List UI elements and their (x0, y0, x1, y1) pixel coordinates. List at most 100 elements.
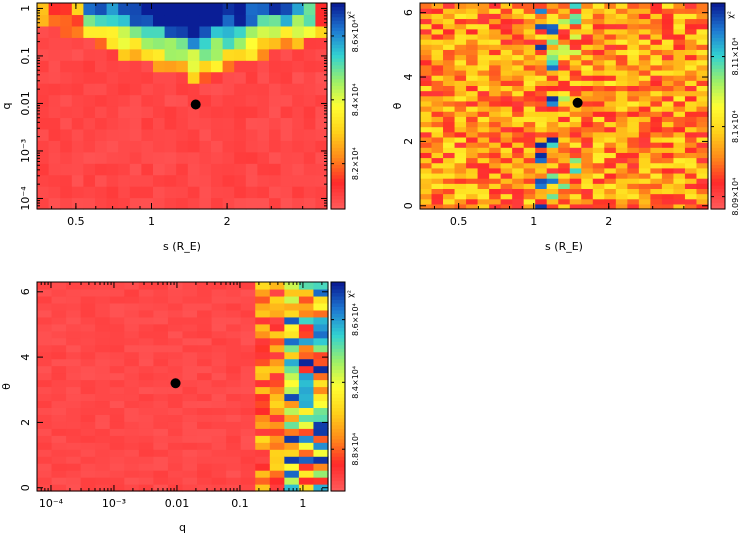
colorbar-swatch (331, 33, 345, 38)
heatmap-cell (187, 60, 200, 73)
heatmap-cell (661, 116, 675, 123)
heatmap-cell (477, 203, 490, 210)
heatmap-cell (245, 60, 258, 73)
heatmap-cell (66, 316, 82, 325)
heatmap-cell (211, 407, 227, 415)
heatmap-cell (466, 54, 479, 61)
heatmap-cell (512, 172, 525, 179)
heatmap-cell (109, 442, 125, 450)
heatmap-cell (66, 337, 82, 346)
heatmap-cell (661, 44, 675, 50)
heatmap-cell (431, 33, 444, 40)
heatmap-cell (124, 400, 140, 408)
heatmap-cell (298, 414, 315, 422)
heatmap-cell (106, 3, 119, 16)
heatmap-cell (167, 449, 184, 457)
colorbar-swatch (711, 150, 725, 155)
colorbar-swatch (711, 184, 725, 189)
heatmap-cell (615, 106, 628, 112)
heatmap-cell (284, 442, 300, 450)
heatmap-cell (627, 18, 640, 25)
heatmap-cell (489, 121, 502, 128)
heatmap-cell (546, 44, 559, 50)
heatmap-cell (512, 75, 525, 81)
heatmap-cell (153, 186, 166, 199)
heatmap-cell (615, 178, 628, 184)
heatmap-cell (420, 18, 433, 25)
heatmap-cell (638, 90, 651, 97)
heatmap-cell (211, 330, 227, 339)
heatmap-cell (661, 80, 675, 86)
heatmap-cell (466, 100, 479, 107)
heatmap-cell (420, 75, 433, 81)
heatmap-cell (109, 435, 125, 443)
heatmap-cell (431, 13, 444, 20)
heatmap-cell (673, 54, 686, 61)
heatmap-cell (569, 116, 582, 123)
heatmap-cell (512, 18, 525, 25)
heatmap-cell (500, 90, 513, 97)
heatmap-cell (592, 147, 605, 153)
heatmap-cell (187, 25, 200, 38)
colorbar-swatch (711, 75, 725, 80)
heatmap-cell (153, 288, 169, 297)
heatmap-cell (315, 106, 328, 119)
heatmap-cell (420, 193, 433, 200)
heatmap-cell (269, 37, 282, 50)
heatmap-cell (197, 337, 213, 346)
heatmap-cell (454, 116, 467, 123)
colorbar-swatch (331, 37, 345, 42)
heatmap-cell (167, 282, 184, 290)
heatmap-cell (661, 95, 675, 102)
heatmap-cell (80, 351, 96, 360)
colorbar-title: χ² (726, 11, 735, 19)
heatmap-cell (284, 309, 300, 318)
heatmap-cell (581, 131, 594, 138)
heatmap-cell (650, 106, 663, 112)
heatmap-cell (512, 54, 525, 61)
heatmap-cell (638, 167, 651, 174)
colorbar-swatch (711, 13, 725, 18)
heatmap-cell (83, 106, 96, 119)
heatmap-cell (80, 470, 96, 478)
heatmap-cell (182, 393, 198, 402)
colorbar-swatch (711, 171, 725, 176)
heatmap-cell (604, 106, 617, 112)
heatmap-cell (60, 14, 73, 27)
heatmap-cell (153, 407, 169, 415)
heatmap-cell (199, 71, 212, 84)
heatmap-cell (673, 152, 686, 159)
heatmap-cell (638, 80, 651, 86)
heatmap-cell (454, 64, 467, 71)
heatmap-cell (535, 172, 548, 179)
heatmap-cell (673, 33, 686, 40)
heatmap-cell (604, 157, 617, 164)
heatmap-cell (37, 197, 50, 210)
heatmap-cell (431, 142, 444, 148)
heatmap-cell (80, 365, 96, 374)
heatmap-cell (109, 344, 125, 353)
heatmap-cell (454, 203, 467, 210)
heatmap-cell (153, 449, 169, 457)
heatmap-cell (83, 37, 96, 50)
heatmap-cell (615, 90, 628, 97)
heatmap-cell (255, 414, 271, 422)
heatmap-cell (138, 470, 154, 478)
heatmap-cell (650, 33, 663, 40)
heatmap-cell (443, 126, 456, 133)
heatmap-cell (615, 85, 628, 92)
heatmap-cell (48, 48, 61, 61)
heatmap-cell (650, 28, 663, 35)
heatmap-cell (240, 379, 256, 388)
heatmap-cell (37, 295, 53, 304)
heatmap-cell (197, 295, 213, 304)
heatmap-cell (638, 54, 651, 61)
heatmap-cell (523, 157, 536, 164)
heatmap-cell (431, 80, 444, 86)
heatmap-cell (454, 136, 467, 143)
heatmap-cell (512, 116, 525, 123)
heatmap-cell (187, 128, 200, 141)
heatmap-cell (240, 288, 256, 297)
heatmap-cell (269, 449, 285, 457)
heatmap-cell (129, 14, 142, 27)
